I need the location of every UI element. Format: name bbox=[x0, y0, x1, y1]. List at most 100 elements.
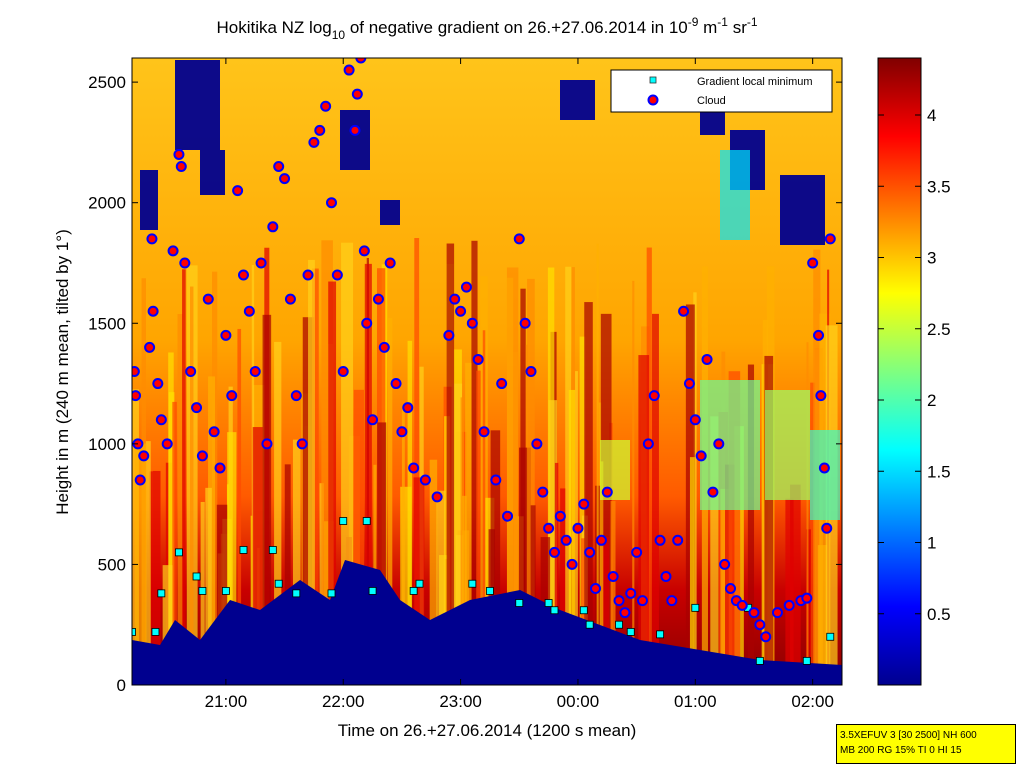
gradient-minimum-markers bbox=[132, 517, 835, 665]
heatmap-streak bbox=[596, 243, 599, 685]
stamp-line-1: 3.5XEFUV 3 [30 2500] NH 600 bbox=[840, 730, 977, 741]
heatmap-streak bbox=[790, 484, 801, 685]
cloud-marker bbox=[273, 161, 285, 173]
gradient-minimum-marker bbox=[362, 517, 371, 525]
cloud-marker bbox=[689, 414, 701, 426]
cloud-marker bbox=[326, 197, 338, 209]
heatmap-streak bbox=[527, 278, 535, 685]
gradient-minimum-marker bbox=[339, 517, 348, 525]
heatmap-streak bbox=[250, 515, 253, 685]
cloud-marker bbox=[537, 486, 549, 498]
cloud-marker bbox=[636, 595, 648, 607]
heatmap-patches bbox=[132, 60, 842, 685]
cloud-marker bbox=[155, 414, 167, 426]
cloud-marker bbox=[625, 587, 637, 599]
gradient-minimum-marker bbox=[192, 572, 201, 581]
colorbar-tick-label: 2.5 bbox=[927, 320, 951, 339]
cloud-marker bbox=[358, 245, 370, 257]
colorbar-tick-label: 1 bbox=[927, 534, 936, 553]
gradient-minimum-marker bbox=[268, 546, 277, 554]
cloud-marker bbox=[478, 426, 490, 438]
gradient-minimum-marker bbox=[515, 599, 524, 607]
cloud-marker bbox=[595, 534, 607, 546]
cloud-marker bbox=[584, 546, 596, 558]
heatmap-streak bbox=[747, 364, 755, 685]
heatmap-streak bbox=[152, 470, 161, 685]
x-tick-label: 00:00 bbox=[557, 692, 600, 711]
gradient-minimum-marker bbox=[826, 632, 835, 641]
heatmap-streak bbox=[530, 505, 536, 685]
cloud-marker bbox=[144, 341, 156, 353]
cloud-marker bbox=[449, 293, 461, 305]
heatmap-mid-patch bbox=[720, 150, 750, 240]
gradient-minimum-marker bbox=[585, 620, 594, 629]
cloud-marker bbox=[408, 462, 420, 474]
cloud-marker bbox=[572, 522, 584, 534]
heatmap-streak bbox=[710, 416, 719, 685]
heatmap-streak bbox=[262, 314, 272, 685]
heatmap-streak bbox=[462, 495, 467, 685]
x-axis-label: Time on 26.+27.06.2014 (1200 s mean) bbox=[338, 721, 636, 740]
cloud-marker bbox=[496, 378, 508, 390]
legend-label-gradient-minimum: Gradient local minimum bbox=[697, 76, 813, 88]
heatmap-low-region bbox=[132, 560, 842, 685]
gradient-minimum-marker bbox=[132, 628, 136, 636]
cloud-marker bbox=[337, 366, 349, 377]
title-exponent-3: -1 bbox=[747, 15, 758, 29]
cloud-marker bbox=[460, 281, 472, 293]
heatmap-clear-patch bbox=[175, 60, 220, 150]
cloud-marker bbox=[361, 317, 373, 329]
cloud-marker bbox=[290, 390, 302, 402]
heatmap-streak bbox=[168, 352, 174, 685]
heatmap-streak bbox=[689, 457, 695, 685]
y-tick-label: 1000 bbox=[88, 435, 126, 454]
heatmap-streak bbox=[548, 400, 557, 685]
gradient-minimum-marker bbox=[239, 546, 248, 554]
gradient-minimum-marker bbox=[656, 630, 664, 639]
cloud-marker bbox=[666, 595, 678, 607]
heatmap-streak bbox=[162, 565, 173, 685]
cloud-marker bbox=[472, 353, 484, 365]
gradient-minimum-marker bbox=[615, 620, 623, 629]
gradient-minimum-marker bbox=[221, 587, 230, 595]
cloud-marker bbox=[707, 486, 719, 498]
title-exponent-2: -1 bbox=[717, 15, 728, 29]
cloud-marker bbox=[132, 390, 142, 402]
heatmap-mid-patch bbox=[810, 430, 840, 520]
heatmap-clear-patch bbox=[200, 150, 225, 195]
heatmap-streak bbox=[292, 439, 301, 685]
heatmap-streak bbox=[353, 389, 364, 685]
cloud-marker bbox=[220, 329, 232, 341]
heatmap-streak bbox=[560, 488, 567, 685]
cloud-marker bbox=[736, 599, 748, 611]
cloud-marker bbox=[660, 570, 672, 582]
cloud-marker bbox=[760, 631, 772, 643]
cloud-marker bbox=[678, 305, 690, 317]
cloud-marker bbox=[372, 293, 384, 305]
y-axis: 0 500 1000 1500 2000 2500 bbox=[88, 73, 842, 695]
cloud-marker bbox=[249, 366, 261, 377]
heatmap-streak bbox=[785, 498, 794, 685]
heatmap-streak bbox=[312, 268, 319, 685]
cloud-marker bbox=[208, 426, 220, 438]
cloud-marker bbox=[566, 558, 578, 570]
cloud-marker bbox=[531, 438, 543, 450]
cloud-marker bbox=[226, 390, 238, 402]
heatmap-streak bbox=[377, 422, 387, 685]
cloud-markers bbox=[132, 58, 836, 643]
heatmap-streak bbox=[226, 484, 230, 685]
cloud-marker bbox=[525, 366, 537, 377]
legend: Gradient local minimum Cloud bbox=[610, 69, 833, 113]
heatmap-streak bbox=[284, 464, 291, 685]
cloud-marker bbox=[279, 173, 291, 185]
gradient-minimum-marker bbox=[415, 579, 424, 588]
y-tick-label: 2000 bbox=[88, 194, 126, 213]
cloud-marker bbox=[443, 329, 455, 341]
heatmap-streak bbox=[764, 355, 774, 685]
heatmap-streak bbox=[632, 280, 635, 685]
heatmap-clear-patch bbox=[560, 80, 595, 120]
cloud-marker bbox=[548, 546, 560, 558]
cloud-marker bbox=[613, 595, 625, 607]
gradient-minimum-marker bbox=[157, 589, 166, 598]
